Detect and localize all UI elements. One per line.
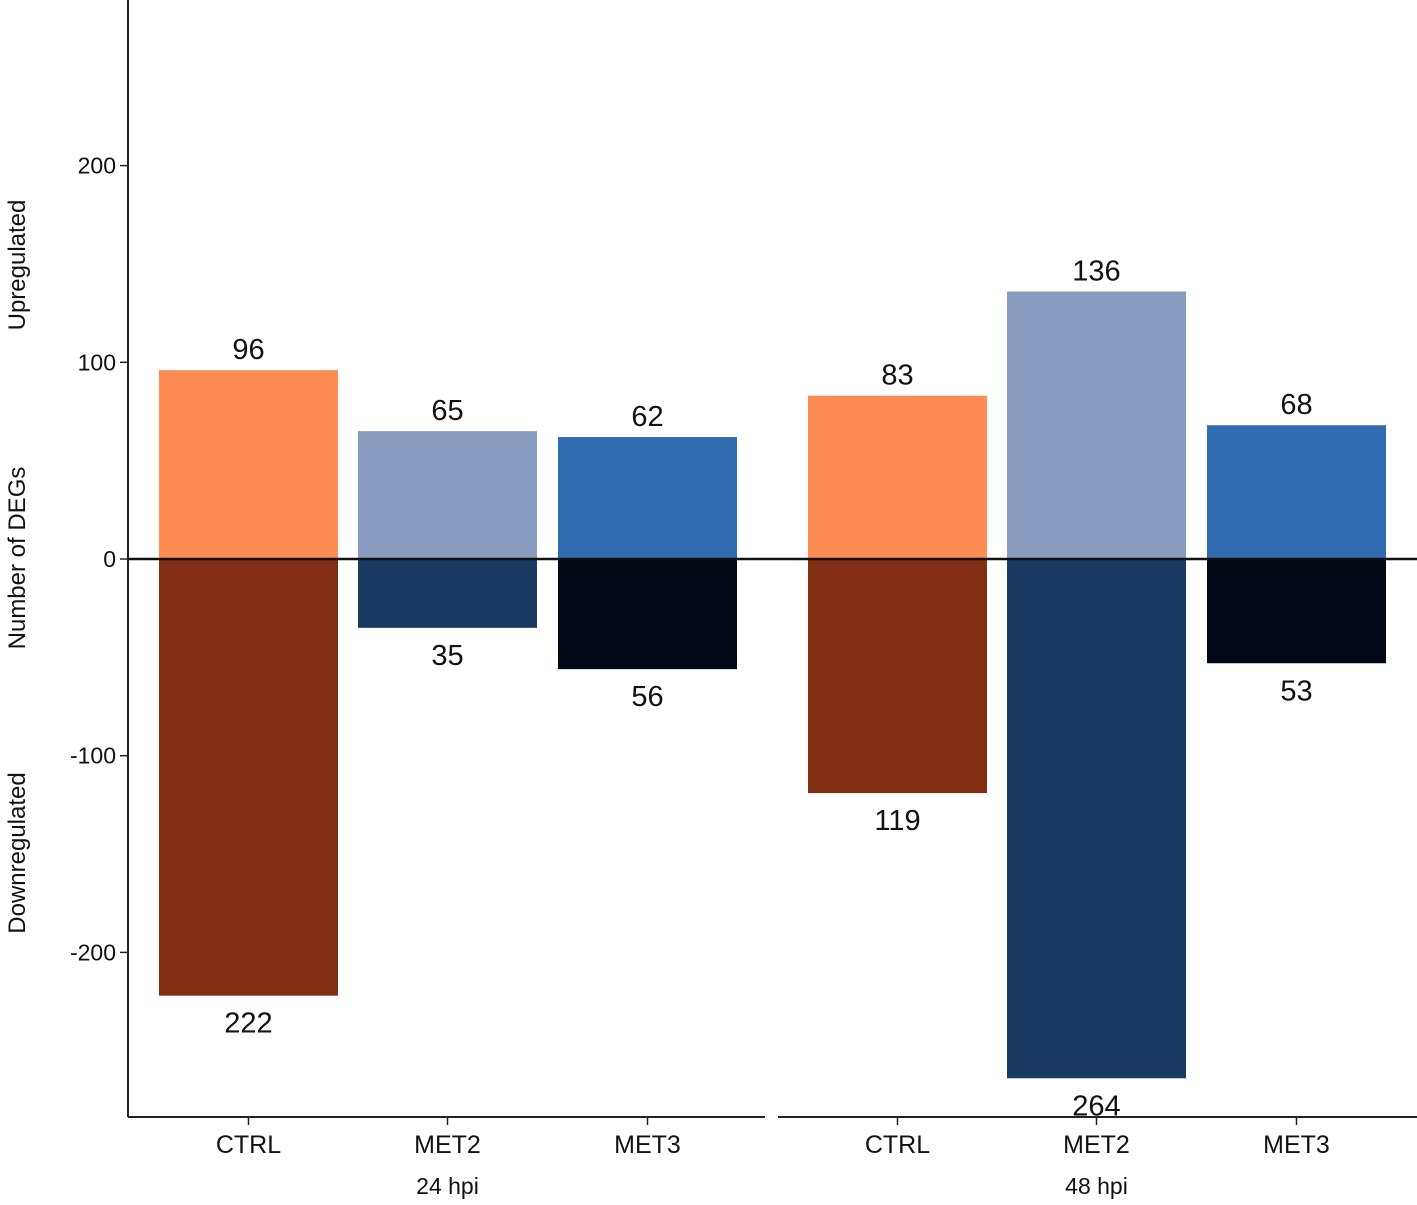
bar-up-24-hpi-ctrl	[159, 370, 338, 559]
group-label-48-hpi: 48 hpi	[1065, 1173, 1128, 1199]
data-label-down-24-hpi-met2: 35	[431, 640, 463, 672]
y-tick-label-100: 100	[78, 349, 116, 375]
y-axis-title-downregulated: Downregulated	[4, 772, 31, 933]
bar-down-48-hpi-met2	[1007, 559, 1186, 1079]
bar-down-24-hpi-ctrl	[159, 559, 338, 996]
data-label-down-24-hpi-met3: 56	[631, 681, 663, 713]
data-label-up-24-hpi-ctrl: 96	[232, 334, 264, 366]
data-label-down-48-hpi-met3: 53	[1280, 675, 1312, 707]
bar-up-48-hpi-ctrl	[808, 395, 987, 559]
y-tick-label-200: 200	[78, 153, 116, 179]
bar-up-24-hpi-met2	[358, 431, 537, 559]
data-label-down-24-hpi-ctrl: 222	[224, 1008, 272, 1040]
y-tick-label--200: -200	[70, 939, 116, 965]
y-axis-title: Number of DEGs	[4, 467, 31, 650]
bar-up-48-hpi-met3	[1207, 425, 1386, 559]
x-tick-label-24-hpi-met2: MET2	[414, 1131, 481, 1159]
x-tick-label-48-hpi-met2: MET2	[1063, 1131, 1130, 1159]
x-tick-label-24-hpi-ctrl: CTRL	[216, 1131, 281, 1159]
bar-up-48-hpi-met2	[1007, 291, 1186, 559]
y-tick-label-0: 0	[103, 546, 116, 572]
data-label-down-48-hpi-ctrl: 119	[874, 805, 920, 837]
bar-down-48-hpi-met3	[1207, 559, 1386, 664]
x-tick-label-48-hpi-met3: MET3	[1263, 1131, 1330, 1159]
group-label-24-hpi: 24 hpi	[416, 1173, 479, 1199]
y-axis-title-upregulated: Upregulated	[4, 200, 31, 331]
bars-layer	[159, 291, 1386, 1079]
x-tick-label-24-hpi-met3: MET3	[614, 1131, 681, 1159]
data-label-up-48-hpi-met2: 136	[1072, 255, 1120, 287]
axes-layer	[120, 0, 1417, 1125]
labels-layer: 96 222 CTRL 65 35 MET2 62 56 MET3 24 hpi 83 119 CTRL…	[70, 153, 1330, 1199]
data-label-down-48-hpi-met2: 264	[1072, 1090, 1120, 1122]
bar-down-24-hpi-met2	[358, 559, 537, 628]
data-label-up-48-hpi-ctrl: 83	[881, 360, 913, 392]
data-label-up-24-hpi-met2: 65	[431, 395, 463, 427]
bar-down-48-hpi-ctrl	[808, 559, 987, 794]
bar-down-24-hpi-met3	[558, 559, 737, 670]
data-label-up-48-hpi-met3: 68	[1280, 389, 1312, 421]
y-tick-label--100: -100	[70, 743, 116, 769]
data-label-up-24-hpi-met3: 62	[631, 401, 663, 433]
bar-up-24-hpi-met3	[558, 437, 737, 559]
x-tick-label-48-hpi-ctrl: CTRL	[865, 1131, 930, 1159]
